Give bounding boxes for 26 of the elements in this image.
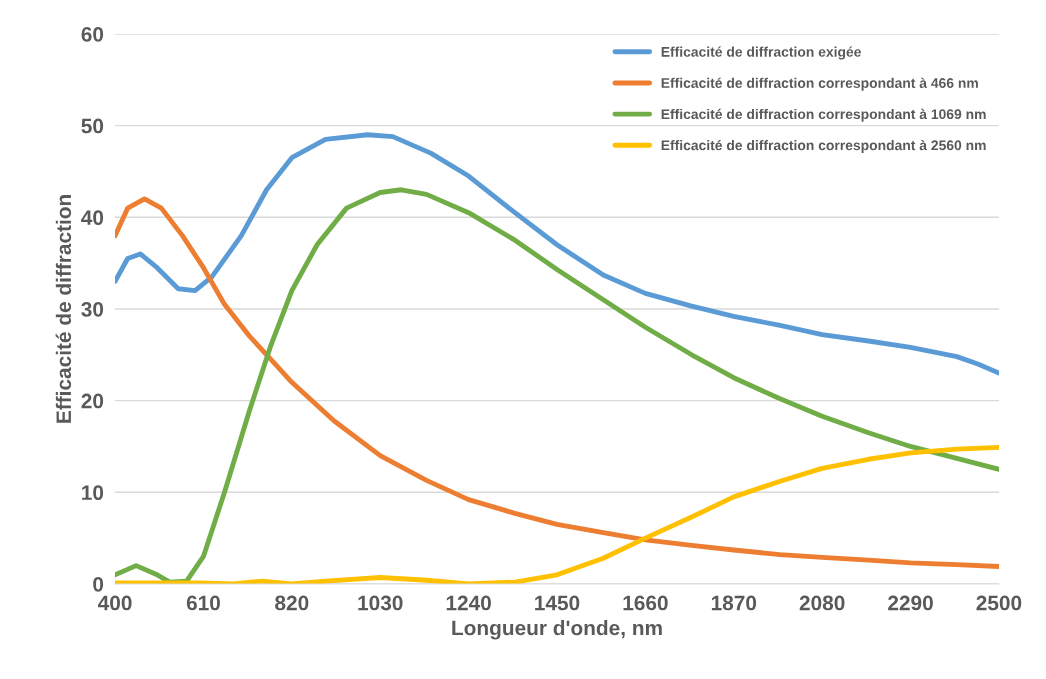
y-axis-title: Efficacité de diffraction (55, 195, 72, 423)
y-tick-label: 30 (81, 301, 104, 317)
x-tick-label: 1660 (623, 595, 668, 611)
y-tick-label: 40 (81, 210, 104, 226)
legend-label: Efficacité de diffraction correspondant à 466 nm (661, 77, 978, 91)
x-tick-label: 2290 (888, 595, 933, 611)
x-tick-label: 2500 (976, 595, 1022, 611)
y-tick-label: 50 (81, 118, 104, 134)
y-tick-label: 0 (93, 576, 104, 592)
line-series (115, 444, 999, 584)
y-tick-label: 10 (82, 485, 104, 501)
x-tick-label: 1870 (711, 595, 757, 611)
legend-label: Efficacité de diffraction correspondant à 1069 nm (661, 108, 986, 122)
y-tick-label: 20 (81, 393, 104, 409)
x-tick-label: 2080 (799, 595, 845, 611)
x-tick-label: 820 (275, 595, 309, 611)
line-series (115, 132, 999, 376)
y-tick-label: 60 (81, 26, 104, 42)
x-axis-title: Longueur d'onde, nm (452, 620, 662, 640)
x-tick-label: 610 (186, 595, 220, 611)
x-tick-label: 1450 (535, 595, 580, 611)
x-tick-label: 1240 (446, 595, 491, 611)
x-tick-label: 400 (98, 595, 132, 611)
x-tick-label: 1030 (358, 595, 403, 611)
legend-label: Efficacité de diffraction correspondant à 2560 nm (661, 139, 986, 153)
legend-label: Efficacité de diffraction exigée (661, 46, 861, 60)
